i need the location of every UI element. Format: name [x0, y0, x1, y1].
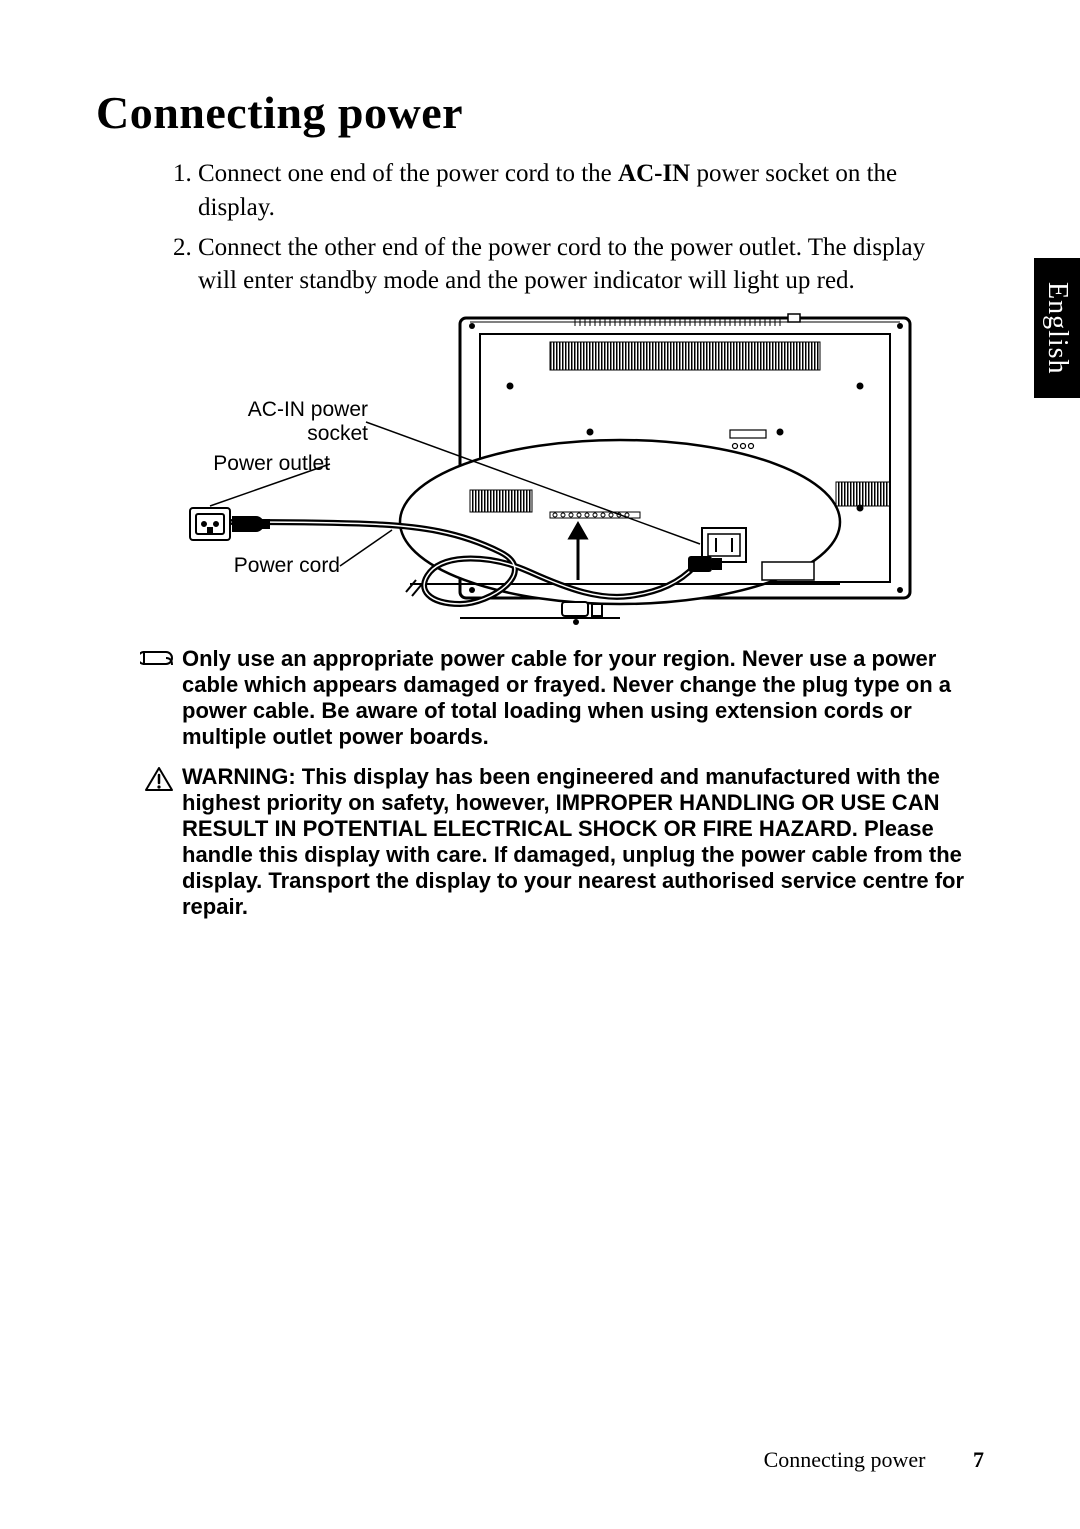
- notes-block: Only use an appropriate power cable for …: [130, 646, 974, 920]
- diagram-label-ac-in: AC-IN power socket: [208, 398, 368, 446]
- note-warning-text: WARNING: This display has been engineere…: [182, 764, 974, 920]
- page-title: Connecting power: [96, 86, 984, 139]
- footer-page-number: 7: [973, 1447, 984, 1472]
- steps-list: Connect one end of the power cord to the…: [168, 157, 984, 298]
- step-1-bold: AC-IN: [618, 160, 690, 187]
- connection-diagram: AC-IN power socket Power outlet Power co…: [160, 312, 920, 628]
- note-warning: WARNING: This display has been engineere…: [130, 764, 974, 920]
- note-info-icon: [130, 646, 182, 670]
- manual-page: Connecting power Connect one end of the …: [0, 0, 1080, 1529]
- language-tab: English: [1034, 258, 1080, 398]
- step-1: Connect one end of the power cord to the…: [198, 157, 944, 225]
- note-info: Only use an appropriate power cable for …: [130, 646, 974, 750]
- diagram-label-power-cord: Power cord: [220, 554, 340, 578]
- diagram-label-power-outlet: Power outlet: [198, 452, 330, 476]
- note-info-text: Only use an appropriate power cable for …: [182, 646, 974, 750]
- page-footer: Connecting power 7: [764, 1447, 984, 1473]
- step-1-pre: Connect one end of the power cord to the: [198, 160, 618, 187]
- footer-section-title: Connecting power: [764, 1447, 926, 1472]
- warning-icon: [130, 764, 182, 792]
- step-2: Connect the other end of the power cord …: [198, 231, 944, 299]
